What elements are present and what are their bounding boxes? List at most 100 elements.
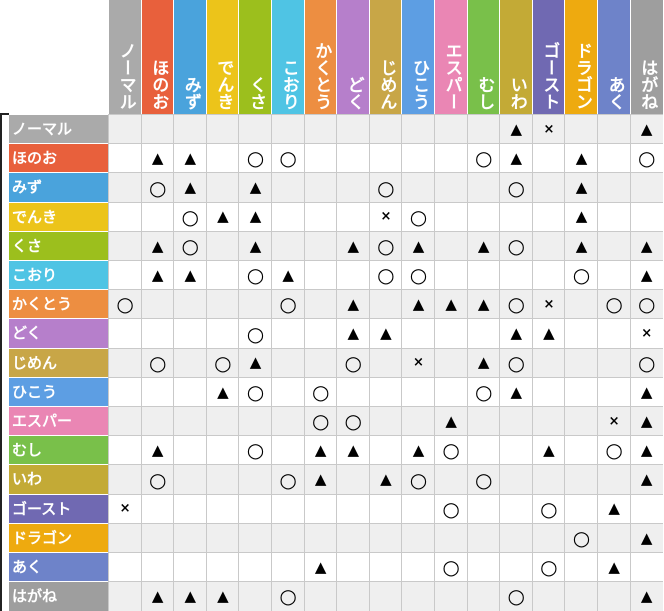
effect-cell [434,143,468,173]
effect-cell: ▲ [629,435,663,465]
circle-mark: ○ [279,292,297,317]
effect-cell [303,581,337,611]
effect-cell [238,552,272,582]
triangle-mark: ▲ [184,148,197,167]
circle-mark: ○ [148,467,167,492]
circle-mark: ○ [572,263,591,288]
effect-cell [173,522,207,553]
effect-cell: × [531,114,565,144]
triangle-mark: ▲ [575,236,588,255]
effect-cell [303,230,337,261]
effect-cell: ▲ [564,172,598,202]
effect-cell [140,376,174,407]
effect-cell: ○ [499,347,533,378]
effect-cell [401,581,435,611]
row-header-12: いわ [9,464,108,494]
cross-mark: × [380,209,392,225]
effect-cell [531,201,565,232]
effect-cell: ▲ [629,581,663,611]
effect-cell: × [401,347,435,378]
effect-cell [466,201,500,232]
effect-cell [466,552,500,582]
column-header-0: ノーマル [108,0,142,114]
row-header-6: かくとう [9,289,108,319]
effect-cell [108,464,142,494]
effect-cell [368,522,402,553]
row-header-0: ノーマル [9,114,108,144]
circle-mark: ○ [181,234,199,259]
effect-cell [140,289,174,319]
effect-cell: ○ [499,581,533,611]
effect-cell [271,522,305,553]
effect-cell [173,435,207,465]
effect-cell [238,493,272,524]
triangle-mark: ▲ [151,586,164,605]
effect-cell: ▲ [303,435,337,465]
effect-cell [466,318,500,348]
effect-cell [564,406,598,436]
effect-cell [368,289,402,319]
effect-cell [401,376,435,407]
circle-mark: ○ [214,350,232,375]
effect-cell [564,435,598,465]
effect-cell [336,581,370,611]
circle-mark: ○ [148,350,167,375]
circle-mark: ○ [344,350,362,375]
effect-cell: ▲ [629,230,663,261]
row-header-1: ほのお [9,143,108,173]
effect-cell [401,522,435,553]
circle-mark: ○ [181,204,199,229]
effect-cell: ○ [108,289,142,319]
effect-cell [499,493,533,524]
effect-cell: ▲ [140,230,174,261]
effect-cell: ▲ [629,376,663,407]
effect-cell [434,376,468,407]
effect-cell: ▲ [303,552,337,582]
effect-cell: ▲ [629,260,663,290]
effect-cell: ▲ [173,581,207,611]
circle-mark: ○ [377,175,395,200]
column-header-label: あく [604,76,625,110]
circle-mark: ○ [279,584,297,609]
effect-cell: ○ [466,143,500,173]
circle-mark: ○ [377,263,395,288]
effect-cell: × [108,493,142,524]
effect-cell: ○ [140,347,174,378]
row-header-5: こおり [9,260,108,290]
effect-cell [466,522,500,553]
effect-cell [205,552,239,582]
effect-cell [434,522,468,553]
effect-cell: ○ [271,289,305,319]
effect-cell [238,406,272,436]
effect-cell [205,260,239,290]
circle-mark: ○ [540,496,558,521]
effect-cell [531,464,565,494]
effect-cell: ○ [173,201,207,232]
effect-cell [205,522,239,553]
circle-mark: ○ [377,234,395,259]
effect-cell [629,493,663,524]
effect-cell [271,201,305,232]
circle-mark: ○ [311,380,330,405]
effect-cell: ▲ [401,230,435,261]
effect-cell: ○ [368,260,402,290]
effect-cell: ○ [629,143,663,173]
cross-mark: × [543,296,555,312]
effect-cell [140,318,174,348]
effect-cell [303,493,337,524]
effect-cell [205,318,239,348]
effect-cell: ○ [303,376,337,407]
column-header-label: ゴースト [539,42,560,110]
effect-cell [271,230,305,261]
effect-cell [108,172,142,202]
triangle-mark: ▲ [412,236,425,255]
triangle-mark: ▲ [445,411,457,430]
triangle-mark: ▲ [510,382,523,401]
triangle-mark: ▲ [640,265,653,284]
circle-mark: ○ [344,409,362,434]
effect-cell: ▲ [629,464,663,494]
row-header-3: でんき [9,201,108,232]
triangle-mark: ▲ [477,236,490,255]
effect-cell: ○ [401,464,435,494]
effect-cell: ▲ [499,143,533,173]
